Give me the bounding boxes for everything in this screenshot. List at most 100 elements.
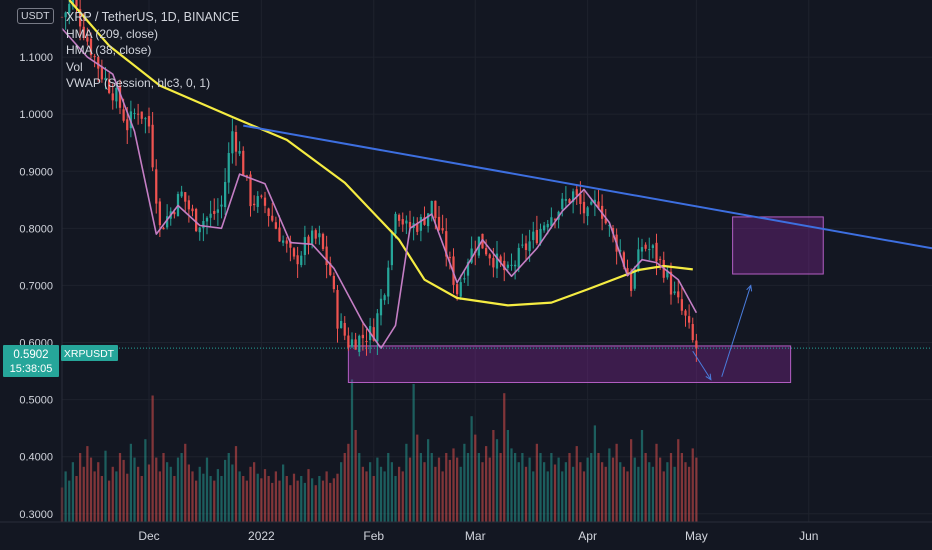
volume-bar [394,476,397,522]
candle-body [202,220,205,229]
candle-body [267,208,270,217]
candle-body [394,213,397,234]
volume-bar [586,457,589,522]
volume-bar [126,473,129,522]
candle-body [387,267,390,297]
volume-bar [354,430,357,522]
candle-body [593,199,596,203]
volume-bar [365,471,368,522]
price-axis[interactable]: 0.30000.40000.50000.60000.70000.80000.90… [19,0,63,522]
volume-bar [644,453,647,522]
candle-body [622,252,625,267]
volume-bar [321,480,325,522]
volume-bar [347,443,350,522]
candle-body [271,215,274,221]
volume-bar [343,453,346,522]
legend-item-hma-209[interactable]: HMA (209, close) [66,26,159,41]
volume-bar [514,453,517,522]
candle-body [695,340,698,349]
candle-body [517,247,520,268]
price-tag-box [3,345,59,377]
support-zone [347,345,792,383]
volume-bar [166,462,169,522]
volume-bars [60,379,698,522]
volume-bar [372,476,375,522]
volume-bar [79,453,82,522]
legend-title[interactable]: XRP / TetherUS, 1D, BINANCE [66,10,240,24]
candle-body [220,204,223,207]
legend-item-vwap[interactable]: VWAP (Session, hlc3, 0, 1) [66,76,211,90]
candle-body [86,37,89,42]
current-price-tag: 0.5902 15:38:05 XRPUSDT [3,345,118,377]
volume-bar [633,457,636,522]
candle-body [590,201,593,205]
x-tick-label: Dec [138,529,159,543]
volume-bar [93,471,96,522]
x-tick-label: 2022 [248,529,275,543]
volume-bar [369,462,372,522]
candle-body [213,211,216,214]
candle-body [111,93,114,101]
candle-body [630,273,633,291]
candle-body [242,150,245,176]
candle-body [532,231,535,240]
volume-bar [271,482,274,522]
volume-bar [205,457,209,522]
volume-bar [680,453,683,522]
candle-body [528,241,531,252]
volume-bar [673,466,676,522]
volume-bar [274,471,277,522]
candle-body [503,260,506,271]
candle-body [379,298,383,316]
candle-body [521,244,524,246]
volume-bar [637,466,640,522]
candle-body [408,221,412,228]
candle-body [448,257,451,259]
volume-bar [263,469,267,522]
volume-bar [300,476,303,522]
candle-body [416,223,419,232]
volume-bar [311,478,314,522]
candle-body [158,201,161,226]
candle-body [506,264,509,268]
volume-bar [289,485,292,522]
volume-bar [71,462,74,522]
volume-bar [267,476,270,522]
candle-body [572,191,575,203]
volume-bar [129,443,132,522]
time-axis[interactable]: Dec 2022 Feb Mar Apr May Jun [0,521,932,550]
volume-bar [405,443,408,522]
currency-badge[interactable]: USDT [17,8,54,24]
volume-bar [191,471,194,522]
volume-bar [590,453,593,522]
candle-body [100,66,103,80]
volume-bar [296,480,299,522]
volume-bar [416,434,419,522]
candle-body [118,86,122,108]
candle-body [155,169,158,204]
volume-bar [437,457,441,522]
volume-bar [434,466,437,522]
volume-bar [481,462,484,522]
volume-bar [539,453,542,522]
chart-legend: XRP / TetherUS, 1D, BINANCE HMA (209, cl… [66,9,239,92]
candle-body [292,248,296,257]
volume-bar [427,439,430,522]
volume-bar [155,457,158,522]
legend-item-hma-38[interactable]: HMA (38, close) [66,43,152,57]
volume-bar [260,478,263,522]
candle-body [300,255,303,266]
candle-body [553,219,557,221]
candle-body [104,77,107,80]
volume-bar [688,466,691,522]
volume-bar [216,469,219,522]
candle-body [626,268,629,277]
candle-body [390,231,393,266]
volume-bar [564,462,567,522]
volume-bar [303,482,306,522]
legend-item-volume[interactable]: Vol [66,59,83,74]
volume-bar [582,471,586,522]
volume-bar [466,453,470,522]
candle-body [234,132,238,152]
